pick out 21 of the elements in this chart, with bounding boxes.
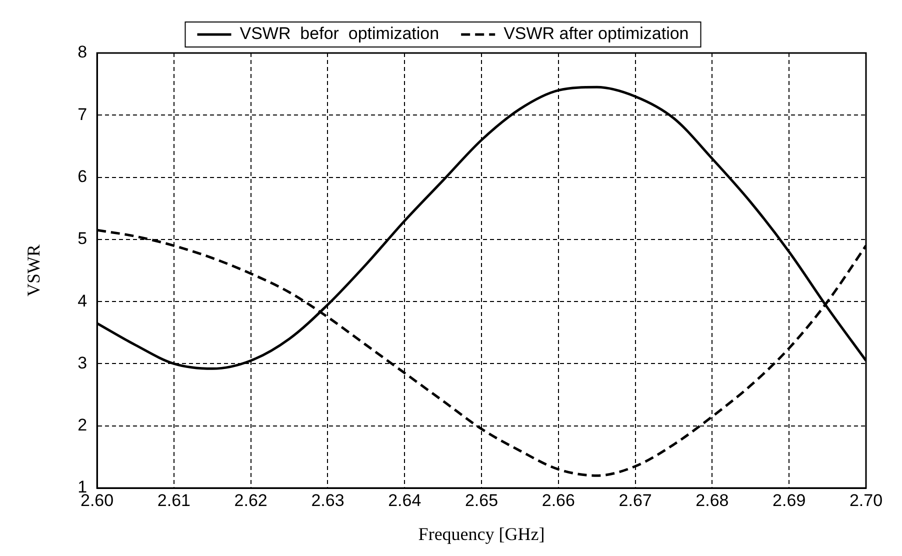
x-tick-label: 2.67: [618, 490, 652, 510]
y-tick-label: 4: [78, 291, 88, 310]
x-axis-title: Frequency [GHz]: [418, 524, 545, 544]
x-tick-label: 2.62: [234, 490, 268, 510]
x-tick-label: 2.66: [542, 490, 575, 510]
x-tick-label: 2.68: [696, 490, 729, 510]
y-tick-label: 5: [78, 229, 88, 248]
x-tick-label: 2.64: [388, 490, 422, 510]
x-tick-label: 2.63: [311, 490, 344, 510]
x-tick-label: 2.65: [464, 490, 498, 510]
y-tick-label: 7: [78, 104, 88, 124]
legend-label: VSWR after optimization: [504, 24, 689, 44]
x-tick-label: 2.70: [849, 490, 883, 510]
x-tick-label: 2.61: [157, 490, 190, 510]
x-tick-label: 2.69: [772, 490, 806, 510]
y-tick-label: 8: [78, 42, 88, 62]
legend-label: VSWR befor optimization: [240, 24, 440, 44]
y-tick-label: 2: [78, 416, 88, 435]
y-tick-label: 3: [78, 353, 88, 372]
y-tick-label: 6: [78, 166, 88, 186]
y-axis-title: VSWR: [24, 244, 44, 297]
